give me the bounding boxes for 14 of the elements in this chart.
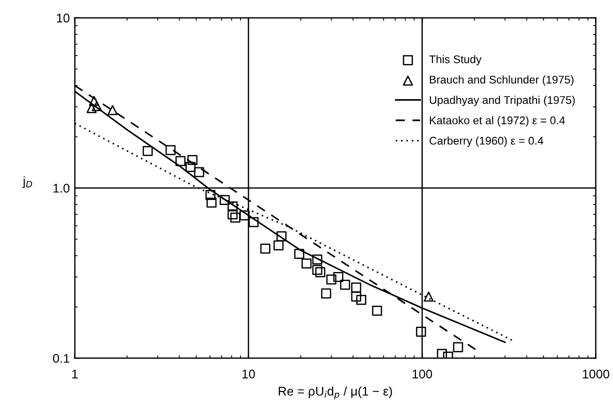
legend-label: This Study bbox=[429, 55, 482, 66]
y-axis-title: j$_{D}$ bbox=[22, 176, 32, 188]
y-tick-label: 10 bbox=[56, 14, 70, 22]
legend-label: Upadhyay and Tripathi (1975) bbox=[430, 96, 575, 106]
legend-label: Carberry (1960) ε = 0.4 bbox=[430, 136, 544, 147]
x-tick-label: 100 bbox=[412, 370, 432, 378]
x-tick-label: 1 bbox=[72, 370, 78, 378]
y-tick-label: 0.1 bbox=[53, 354, 70, 363]
legend-label: Brauch and Schlunder (1975) bbox=[430, 75, 574, 86]
legend-label: Kataoko et al (1972) ε = 0.4 bbox=[430, 116, 565, 126]
x-tick-label: 10 bbox=[242, 370, 255, 378]
x-tick-label: 1000 bbox=[582, 370, 610, 378]
x-axis-title: Re = ρU$_{i}$d$_{p}$ / μ(1 − ε) bbox=[278, 386, 392, 400]
y-tick-label: 1.0 bbox=[54, 184, 70, 193]
